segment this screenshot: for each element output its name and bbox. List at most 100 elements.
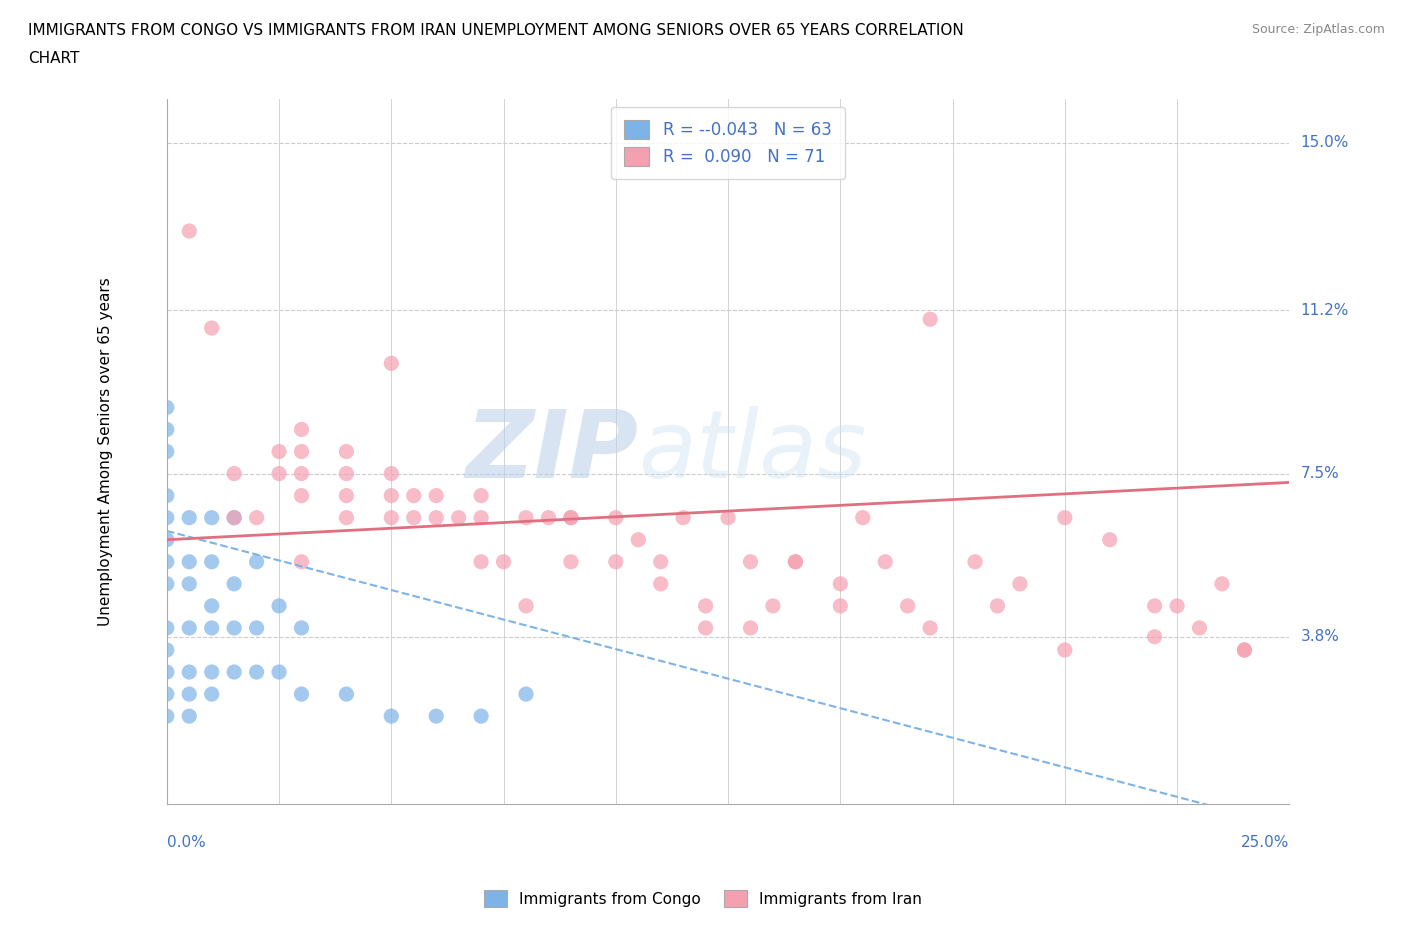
Point: [740, 554, 762, 569]
Point: [335, 686, 357, 701]
Point: [290, 445, 312, 459]
Point: [179, 554, 201, 569]
Point: [1233, 643, 1256, 658]
Point: [740, 620, 762, 635]
Point: [785, 554, 807, 569]
Point: [201, 665, 224, 680]
Point: [785, 554, 807, 569]
Point: [560, 554, 582, 569]
Point: [447, 511, 470, 525]
Point: [875, 554, 897, 569]
Point: [380, 466, 402, 481]
Point: [1053, 511, 1076, 525]
Point: [672, 511, 695, 525]
Point: [380, 356, 402, 371]
Point: [179, 577, 201, 591]
Point: [515, 511, 537, 525]
Point: [605, 554, 627, 569]
Point: [425, 709, 447, 724]
Point: [335, 511, 357, 525]
Point: [470, 709, 492, 724]
Point: [1211, 577, 1233, 591]
Point: [290, 620, 312, 635]
Point: [920, 312, 942, 326]
Point: [224, 511, 246, 525]
Point: [156, 422, 179, 437]
Point: [201, 620, 224, 635]
Point: [335, 445, 357, 459]
Point: [245, 620, 267, 635]
Point: [224, 665, 246, 680]
Point: [290, 488, 312, 503]
Point: [920, 620, 942, 635]
Point: [201, 321, 224, 336]
Point: [267, 466, 290, 481]
Point: [515, 598, 537, 613]
Point: [201, 554, 224, 569]
Point: [179, 665, 201, 680]
Point: [470, 554, 492, 569]
Point: [201, 511, 224, 525]
Point: [156, 532, 179, 547]
Text: 25.0%: 25.0%: [1241, 835, 1289, 850]
Text: 15.0%: 15.0%: [1301, 135, 1348, 151]
Point: [650, 554, 672, 569]
Point: [224, 511, 246, 525]
Point: [290, 554, 312, 569]
Text: Unemployment Among Seniors over 65 years: Unemployment Among Seniors over 65 years: [97, 277, 112, 626]
Point: [537, 511, 560, 525]
Point: [1098, 532, 1121, 547]
Point: [179, 709, 201, 724]
Point: [402, 511, 425, 525]
Point: [1053, 643, 1076, 658]
Point: [201, 598, 224, 613]
Point: [179, 686, 201, 701]
Point: [179, 620, 201, 635]
Text: 11.2%: 11.2%: [1301, 303, 1348, 318]
Point: [380, 488, 402, 503]
Legend: Immigrants from Congo, Immigrants from Iran: Immigrants from Congo, Immigrants from I…: [478, 884, 928, 913]
Point: [245, 554, 267, 569]
Point: [380, 709, 402, 724]
Point: [156, 709, 179, 724]
Point: [267, 598, 290, 613]
Point: [1143, 630, 1166, 644]
Point: [605, 511, 627, 525]
Text: 3.8%: 3.8%: [1301, 630, 1340, 644]
Text: IMMIGRANTS FROM CONGO VS IMMIGRANTS FROM IRAN UNEMPLOYMENT AMONG SENIORS OVER 65: IMMIGRANTS FROM CONGO VS IMMIGRANTS FROM…: [28, 23, 965, 38]
Point: [380, 511, 402, 525]
Point: [156, 445, 179, 459]
Point: [695, 598, 717, 613]
Point: [156, 554, 179, 569]
Point: [717, 511, 740, 525]
Point: [762, 598, 785, 613]
Point: [560, 511, 582, 525]
Point: [290, 466, 312, 481]
Point: [267, 665, 290, 680]
Point: [335, 488, 357, 503]
Point: [156, 488, 179, 503]
Point: [224, 466, 246, 481]
Point: [1233, 643, 1256, 658]
Point: [290, 422, 312, 437]
Point: [492, 554, 515, 569]
Point: [335, 466, 357, 481]
Point: [963, 554, 986, 569]
Point: [425, 511, 447, 525]
Point: [156, 577, 179, 591]
Point: [897, 598, 920, 613]
Point: [156, 643, 179, 658]
Point: [1166, 598, 1188, 613]
Text: 7.5%: 7.5%: [1301, 466, 1339, 481]
Point: [470, 488, 492, 503]
Point: [515, 686, 537, 701]
Point: [156, 400, 179, 415]
Point: [560, 511, 582, 525]
Point: [156, 665, 179, 680]
Point: [156, 620, 179, 635]
Text: Source: ZipAtlas.com: Source: ZipAtlas.com: [1251, 23, 1385, 36]
Point: [156, 686, 179, 701]
Point: [470, 511, 492, 525]
Point: [267, 445, 290, 459]
Point: [627, 532, 650, 547]
